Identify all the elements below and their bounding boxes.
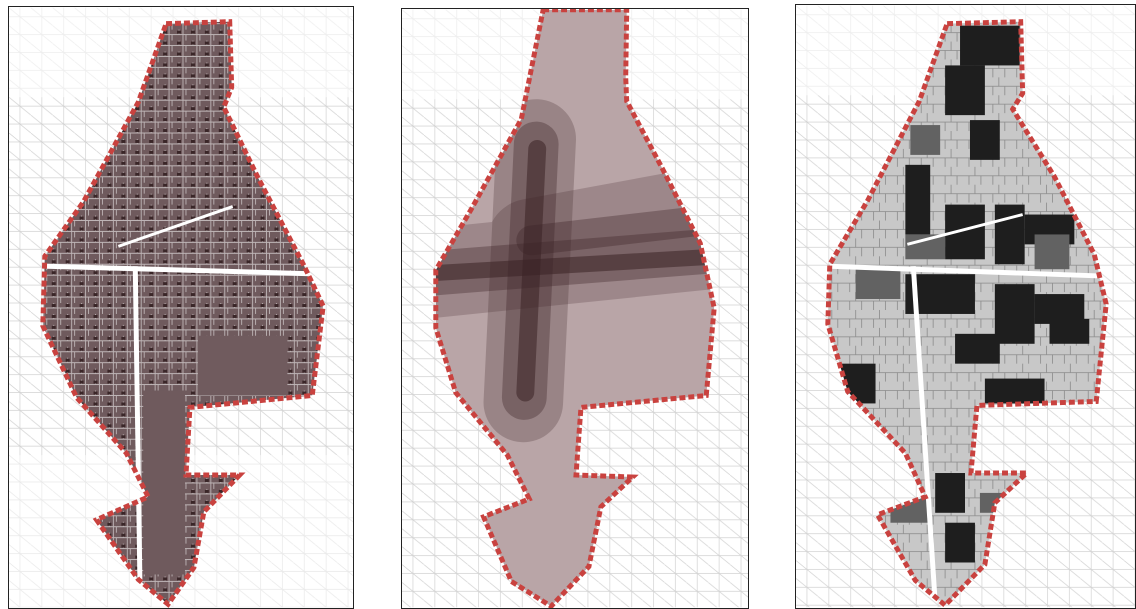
map-panel-parcel-density [8, 6, 354, 609]
parcel-density-map [9, 7, 353, 608]
map-panel-land-use-classes [795, 4, 1136, 609]
land-use-classes-map [796, 5, 1135, 608]
corridor-gradient-map [402, 9, 748, 608]
map-panel-corridor-gradient [401, 8, 749, 609]
